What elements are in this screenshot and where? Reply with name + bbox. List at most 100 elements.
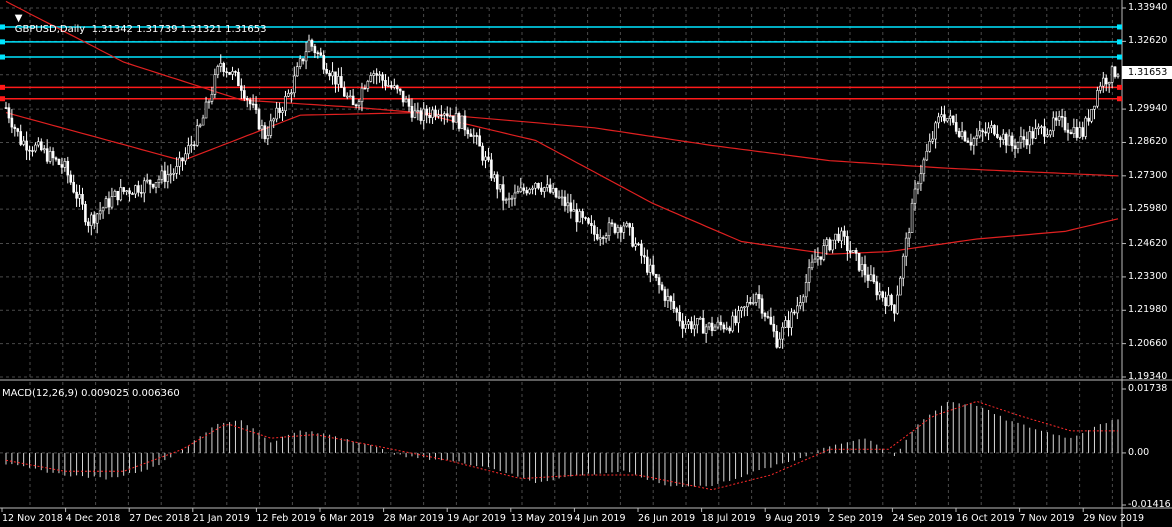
candle-body <box>710 322 714 331</box>
candle-body <box>531 187 534 190</box>
candle-body <box>719 321 723 326</box>
candle-body <box>307 39 311 53</box>
candle-body <box>672 301 676 309</box>
candle-body <box>957 131 961 137</box>
candle-body <box>169 173 173 176</box>
candle-body <box>593 225 596 235</box>
candle-body <box>248 99 252 105</box>
candle-body <box>1043 126 1046 137</box>
candle-body <box>910 202 914 233</box>
candle-body <box>254 103 258 110</box>
candle-body <box>504 199 508 201</box>
candle-body <box>237 71 240 87</box>
level-handle-left <box>0 96 5 102</box>
candle-body <box>322 55 326 70</box>
collapse-triangle-icon[interactable]: ▼ <box>14 13 23 24</box>
candle-body <box>151 183 155 188</box>
candle-body <box>951 115 955 123</box>
candle-body <box>646 256 649 273</box>
candle-body <box>846 236 849 252</box>
candle-body <box>42 148 46 151</box>
candle-body <box>119 187 123 201</box>
candle-body <box>651 264 655 275</box>
candle-body <box>1081 127 1084 137</box>
candle-body <box>148 179 152 185</box>
candle-body <box>487 156 490 161</box>
candle-body <box>1090 108 1093 122</box>
candle-body <box>337 76 340 85</box>
candle-body <box>1034 128 1037 139</box>
time-axis-label: 9 Aug 2019 <box>765 513 820 524</box>
candle-body <box>466 129 470 135</box>
candle-body <box>725 327 729 330</box>
candle-body <box>831 239 834 251</box>
candle-body <box>131 193 134 195</box>
candle-body <box>793 311 796 314</box>
candle-body <box>1104 77 1108 85</box>
candle-body <box>10 117 14 128</box>
candle-body <box>363 87 367 90</box>
candle-body <box>1016 142 1020 149</box>
candle-body <box>187 145 190 155</box>
candle-body <box>472 135 476 137</box>
candle-body <box>404 98 408 103</box>
candle-body <box>351 95 355 106</box>
candle-body <box>746 302 749 308</box>
candle-body <box>704 326 708 334</box>
candle-body <box>19 131 23 145</box>
candle-body <box>781 326 784 340</box>
candle-body <box>416 110 420 112</box>
candle-body <box>204 101 208 119</box>
price-axis-label: 1.33940 <box>1128 2 1168 13</box>
candle-body <box>48 151 52 162</box>
candle-body <box>340 76 343 88</box>
candle-body <box>428 114 431 118</box>
candle-body <box>604 235 608 239</box>
candle-body <box>413 110 417 118</box>
candle-body <box>66 161 70 176</box>
candle-body <box>390 85 393 88</box>
candle-body <box>231 71 234 75</box>
candle-body <box>940 114 943 118</box>
candle-body <box>195 125 199 146</box>
level-handle-left <box>0 24 5 30</box>
candle-body <box>843 230 846 237</box>
candle-body <box>590 223 593 226</box>
price-axis-label: 1.23300 <box>1128 270 1168 282</box>
candle-body <box>72 181 75 193</box>
candle-body <box>796 305 799 314</box>
candle-body <box>572 209 576 212</box>
candle-body <box>713 326 717 331</box>
candle-body <box>481 145 484 161</box>
candle-body <box>192 144 196 147</box>
candle-body <box>943 114 946 122</box>
candle-body <box>837 233 840 242</box>
candle-body <box>763 312 767 317</box>
candle-body <box>519 187 523 192</box>
candle-body <box>890 294 893 306</box>
candle-body <box>551 188 555 193</box>
candle-body <box>401 90 405 103</box>
time-axis-label: 26 Jun 2019 <box>638 513 696 524</box>
candle-body <box>681 320 684 329</box>
candle-body <box>51 151 55 159</box>
candle-body <box>578 211 581 223</box>
candle-body <box>63 161 67 168</box>
level-handle-left <box>0 84 5 90</box>
candle-body <box>395 85 399 90</box>
candle-body <box>98 210 102 215</box>
candle-body <box>934 122 937 140</box>
candle-body <box>1057 115 1061 121</box>
candle-body <box>784 320 787 328</box>
candle-body <box>637 243 640 246</box>
candle-body <box>1096 90 1099 107</box>
candle-body <box>543 187 546 192</box>
candle-body <box>1051 117 1055 132</box>
candle-body <box>963 131 967 142</box>
candle-body <box>263 125 267 140</box>
candle-body <box>1099 85 1102 91</box>
candle-body <box>751 302 755 304</box>
time-axis-label: 21 Jan 2019 <box>192 513 250 524</box>
